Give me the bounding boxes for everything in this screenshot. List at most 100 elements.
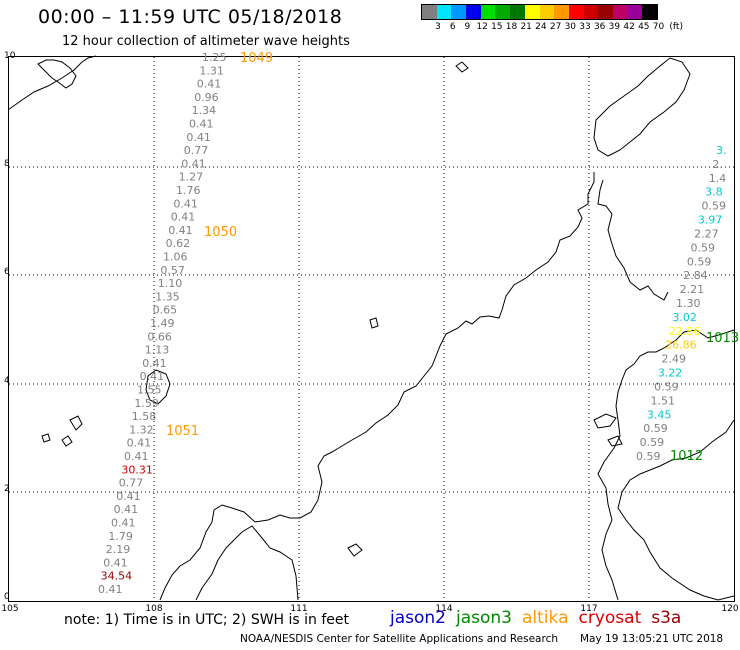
coastline-mindoro [593,57,691,157]
coastline-borneo [159,172,595,601]
track-value-label: 0.62 [166,237,191,250]
track-value-label: 0.59 [701,200,726,213]
longitude-tick-label: 114 [435,604,453,614]
latitude-tick-label: 8 [4,159,10,169]
track-value-label: 30.31 [121,463,152,476]
legend-swatch [598,5,613,19]
legend-label: 30 [564,22,577,32]
legend-swatch [642,5,657,19]
legend-label: 45 [638,22,650,32]
legend-labels: 3 6 9 12 15 18 21 24 27 30 33 36 39 42 45 70 (ft) [421,20,683,34]
track-value-label: 1.31 [199,64,224,77]
track-value-label: 1.4 [709,172,727,185]
credit-line: NOAA/NESDIS Center for Satellite Applica… [240,633,558,645]
track-value-label: 1.59 [134,397,159,410]
pass-labels: 1049 1050 1051 1013 1012 [166,51,739,464]
track-value-label: 2. [712,158,723,171]
track-value-label: 1.79 [108,530,132,543]
track-value-label: 0.65 [153,304,178,317]
altimeter-tracks: 1.251.310.410.961.340.410.410.770.411.27… [98,51,727,596]
track-value-label: 2.27 [694,227,719,240]
satellite-legend-item: jason3 [456,608,512,628]
track-value-label: 1.58 [132,410,157,423]
legend-label: 21 [520,22,532,32]
track-value-label: 0.59 [640,436,665,449]
pass-number-label: 1013 [706,331,739,346]
footer-note: note: 1) Time is in UTC; 2) SWH is in fe… [64,612,350,628]
island-e [369,317,379,329]
legend-swatch [612,5,628,19]
legend-swatch [524,5,540,19]
track-value-label: 0.59 [691,241,716,254]
island-d [347,543,363,557]
satellite-legend: jason2 jason3 altika cryosat s3a [390,608,691,628]
coastline-east-borneo [617,419,735,601]
track-value-label: 0.41 [186,131,211,144]
legend-swatch [495,5,511,19]
track-value-label: 1.34 [192,104,217,117]
legend-swatch [568,5,584,19]
legend-swatch [539,5,555,19]
track-value-label: 1.76 [176,184,201,197]
map-frame [8,56,735,602]
track-value-label: 0.66 [147,330,172,343]
track-value-label: 22.86 [669,325,701,338]
longitude-tick-label: 108 [145,604,163,614]
legend-label: 24 [535,22,547,32]
generated-timestamp: May 19 13:05:21 UTC 2018 [580,633,724,645]
legend-swatch [510,5,525,19]
coastline-mekong [37,59,77,89]
coastlines [7,55,735,601]
track-value-label: 1.13 [145,344,170,357]
island-a [69,415,83,431]
track-value-label: 0.41 [98,583,123,596]
legend-label: 6 [449,22,456,32]
track-value-label: 0.41 [189,118,214,131]
legend-swatch [451,5,467,19]
island-h [455,61,469,73]
legend-label: 18 [505,22,518,32]
track-value-label: 3.8 [705,186,723,199]
track-value-label: 3.45 [647,408,672,421]
legend-swatch [627,5,643,19]
legend-label: 27 [549,22,562,32]
legend-label: 3 [435,22,441,32]
latitude-tick-label: 6 [4,267,10,277]
coastline-vietnam [7,55,97,111]
track-value-label: 1.27 [179,171,204,184]
track-value-label: 0.41 [111,517,136,530]
island-g [607,435,623,447]
island-b [61,435,73,447]
track-value-label: 0.77 [119,477,144,490]
satellite-legend-item: altika [522,608,569,628]
track-value-label: 34.54 [101,570,133,583]
satellite-legend-item: cryosat [578,608,642,628]
legend-swatch [422,5,437,19]
legend-label: 70 [652,22,665,32]
latitude-tick-label: 0 [4,592,10,602]
map-title: 00:00 – 11:59 UTC 05/18/2018 [38,6,343,28]
pass-number-label: 1051 [166,424,199,439]
track-value-label: 0.41 [140,370,165,383]
legend-label: (ft) [669,22,683,32]
coastline-mindanao [597,329,735,601]
legend-swatch [554,5,569,19]
track-value-label: 0.41 [171,211,196,224]
legend-label: 9 [464,22,471,32]
legend-label: 39 [608,22,621,32]
legend-label: 15 [491,22,503,32]
track-value-label: 0.57 [160,264,185,277]
latitude-tick-label: 4 [4,376,10,386]
track-value-label: 3.22 [658,367,683,380]
legend-label: 36 [593,22,606,32]
track-value-label: 0.41 [103,556,128,569]
track-value-label: 2.49 [661,353,686,366]
legend-swatches [421,4,658,20]
track-value-label: 1.06 [163,251,188,264]
latitude-tick-label: 10 [4,51,16,61]
track-value-label: 1.30 [676,297,701,310]
track-value-label: 2.21 [680,283,705,296]
track-value-label: 1.51 [651,394,676,407]
track-value-label: 0.41 [142,357,167,370]
track-value-label: 0.59 [654,380,679,393]
